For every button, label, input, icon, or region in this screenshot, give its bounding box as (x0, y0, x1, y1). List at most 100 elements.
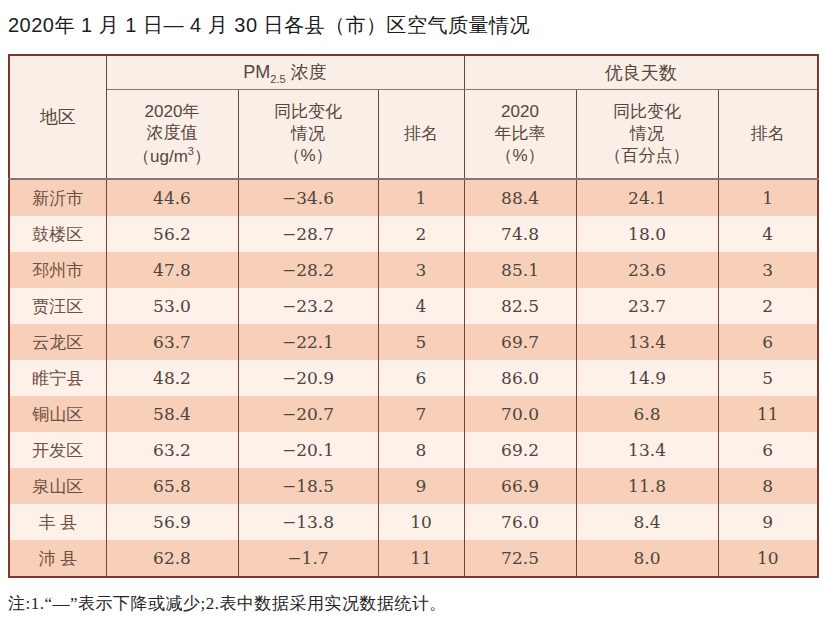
cell-pm-value: 56.2 (106, 216, 238, 252)
table-row: 贾汪区 53.0 −23.2 4 82.5 23.7 2 (9, 288, 818, 324)
cell-good-ratio: 86.0 (464, 360, 576, 396)
cell-good-ratio: 70.0 (464, 396, 576, 432)
air-quality-table: 地区 PM2.5 浓度 优良天数 2020年 浓度值 （ug/m3） 同比变化 … (8, 54, 819, 578)
good-ratio-header-line1: 2020 (465, 101, 576, 123)
cell-region: 邳州市 (9, 252, 106, 288)
cell-good-change: 23.6 (576, 252, 718, 288)
cell-pm-rank: 11 (378, 540, 464, 577)
table-row: 新沂市 44.6 −34.6 1 88.4 24.1 1 (9, 179, 818, 216)
cell-good-rank: 5 (718, 360, 818, 396)
cell-region: 睢宁县 (9, 360, 106, 396)
cell-pm-rank: 6 (378, 360, 464, 396)
cell-pm-change: −18.5 (238, 468, 378, 504)
sub-header-row: 2020年 浓度值 （ug/m3） 同比变化 情况 （%） 排名 2020 年比… (9, 90, 818, 180)
cell-pm-value: 47.8 (106, 252, 238, 288)
cell-good-ratio: 85.1 (464, 252, 576, 288)
cell-good-change: 23.7 (576, 288, 718, 324)
cell-pm-rank: 5 (378, 324, 464, 360)
cell-pm-value: 62.8 (106, 540, 238, 577)
cell-region: 新沂市 (9, 179, 106, 216)
pm-value-header-unit: （ug/m3） (107, 144, 238, 167)
cell-pm-value: 56.9 (106, 504, 238, 540)
group-header-pm25: PM2.5 浓度 (106, 55, 464, 90)
good-change-header-unit: （百分点） (577, 145, 718, 167)
table-row: 沛 县 62.8 −1.7 11 72.5 8.0 10 (9, 540, 818, 577)
page: 2020年 1 月 1 日— 4 月 30 日各县（市）区空气质量情况 地区 P… (0, 0, 825, 615)
cell-good-change: 11.8 (576, 468, 718, 504)
cell-good-change: 24.1 (576, 179, 718, 216)
cell-pm-change: −34.6 (238, 179, 378, 216)
cell-region: 沛 县 (9, 540, 106, 577)
cell-pm-value: 58.4 (106, 396, 238, 432)
pm-change-header-unit: （%） (239, 145, 378, 167)
cell-good-rank: 9 (718, 504, 818, 540)
cell-pm-change: −22.1 (238, 324, 378, 360)
pm-change-header-line1: 同比变化 (239, 101, 378, 123)
group-header-row: 地区 PM2.5 浓度 优良天数 (9, 55, 818, 90)
cell-region: 贾汪区 (9, 288, 106, 324)
cell-good-rank: 1 (718, 179, 818, 216)
pm25-label-subscript: 2.5 (270, 73, 285, 85)
group-header-good-days: 优良天数 (464, 55, 818, 90)
cell-pm-rank: 7 (378, 396, 464, 432)
cell-good-ratio: 69.2 (464, 432, 576, 468)
column-header-region: 地区 (9, 55, 106, 179)
cell-good-rank: 10 (718, 540, 818, 577)
table-row: 铜山区 58.4 −20.7 7 70.0 6.8 11 (9, 396, 818, 432)
column-header-good-rank: 排名 (718, 90, 818, 180)
column-header-good-change: 同比变化 情况 （百分点） (576, 90, 718, 180)
cell-pm-value: 44.6 (106, 179, 238, 216)
cell-pm-change: −13.8 (238, 504, 378, 540)
page-title: 2020年 1 月 1 日— 4 月 30 日各县（市）区空气质量情况 (8, 12, 818, 39)
pm-value-header-line2: 浓度值 (107, 122, 238, 144)
cell-pm-rank: 2 (378, 216, 464, 252)
column-header-pm-rank: 排名 (378, 90, 464, 180)
pm25-label-suffix: 浓度 (286, 62, 327, 82)
cell-good-rank: 3 (718, 252, 818, 288)
table-header: 地区 PM2.5 浓度 优良天数 2020年 浓度值 （ug/m3） 同比变化 … (9, 55, 818, 179)
table-row: 邳州市 47.8 −28.2 3 85.1 23.6 3 (9, 252, 818, 288)
cell-region: 开发区 (9, 432, 106, 468)
cell-good-rank: 6 (718, 432, 818, 468)
pm-value-header-line1: 2020年 (107, 101, 238, 123)
cell-pm-rank: 4 (378, 288, 464, 324)
cell-pm-change: −23.2 (238, 288, 378, 324)
table-row: 睢宁县 48.2 −20.9 6 86.0 14.9 5 (9, 360, 818, 396)
cell-pm-change: −28.2 (238, 252, 378, 288)
column-header-pm-value: 2020年 浓度值 （ug/m3） (106, 90, 238, 180)
table-row: 云龙区 63.7 −22.1 5 69.7 13.4 6 (9, 324, 818, 360)
table-row: 丰 县 56.9 −13.8 10 76.0 8.4 9 (9, 504, 818, 540)
cell-pm-rank: 3 (378, 252, 464, 288)
cell-good-ratio: 76.0 (464, 504, 576, 540)
cell-good-rank: 8 (718, 468, 818, 504)
cell-pm-rank: 8 (378, 432, 464, 468)
cell-good-ratio: 82.5 (464, 288, 576, 324)
cell-good-change: 13.4 (576, 324, 718, 360)
cell-good-ratio: 74.8 (464, 216, 576, 252)
good-change-header-line1: 同比变化 (577, 101, 718, 123)
pm-unit-suffix: ） (194, 147, 211, 166)
cell-good-rank: 6 (718, 324, 818, 360)
cell-pm-change: −20.9 (238, 360, 378, 396)
cell-region: 泉山区 (9, 468, 106, 504)
cell-good-rank: 11 (718, 396, 818, 432)
cell-pm-rank: 1 (378, 179, 464, 216)
column-header-pm-change: 同比变化 情况 （%） (238, 90, 378, 180)
table-row: 鼓楼区 56.2 −28.7 2 74.8 18.0 4 (9, 216, 818, 252)
cell-good-rank: 4 (718, 216, 818, 252)
pm25-label-prefix: PM (243, 62, 270, 82)
cell-pm-change: −20.1 (238, 432, 378, 468)
cell-good-change: 18.0 (576, 216, 718, 252)
cell-good-rank: 2 (718, 288, 818, 324)
column-header-good-ratio: 2020 年比率 （%） (464, 90, 576, 180)
cell-good-ratio: 69.7 (464, 324, 576, 360)
cell-good-change: 14.9 (576, 360, 718, 396)
cell-pm-value: 63.7 (106, 324, 238, 360)
good-ratio-header-line2: 年比率 (465, 123, 576, 145)
footnote: 注:1.“—”表示下降或减少;2.表中数据采用实况数据统计。 (8, 592, 818, 615)
good-change-header-line2: 情况 (577, 123, 718, 145)
pm-change-header-line2: 情况 (239, 123, 378, 145)
cell-good-change: 13.4 (576, 432, 718, 468)
cell-pm-value: 48.2 (106, 360, 238, 396)
pm-unit-prefix: （ug/m (133, 147, 188, 166)
